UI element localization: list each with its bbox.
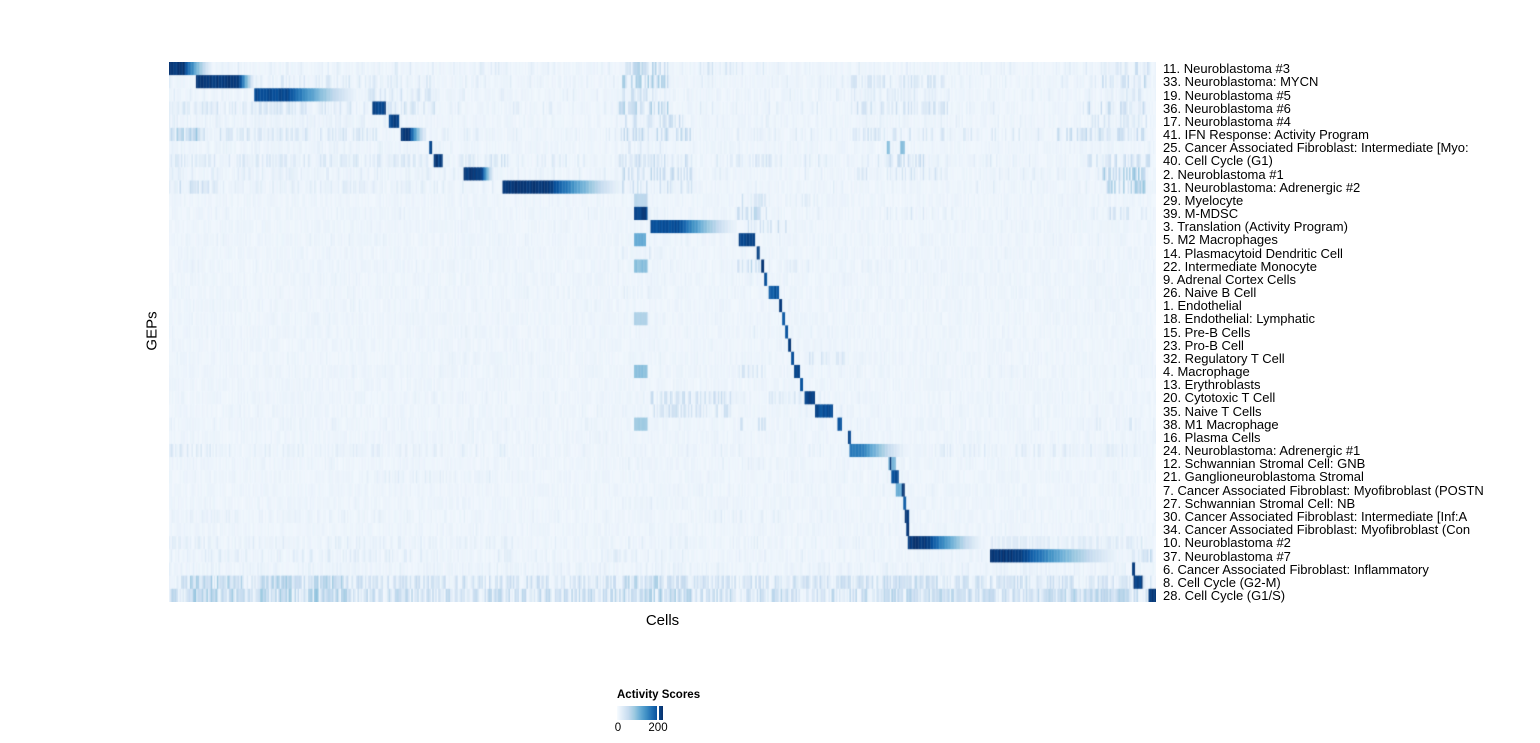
gep-row-label: 33. Neuroblastoma: MYCN [1163,74,1319,90]
gep-row-label: 24. Neuroblastoma: Adrenergic #1 [1163,443,1361,459]
heatmap-canvas [169,62,1156,602]
gep-row-label: 20. Cytotoxic T Cell [1163,390,1276,406]
gep-row-label: 34. Cancer Associated Fibroblast: Myofib… [1163,522,1471,538]
gep-row-label: 19. Neuroblastoma #5 [1163,87,1291,103]
gep-row-label: 25. Cancer Associated Fibroblast: Interm… [1163,140,1469,156]
gep-row-label: 39. M-MDSC [1163,206,1239,222]
gep-row-label: 12. Schwannian Stromal Cell: GNB [1163,456,1366,472]
gep-row-label: 40. Cell Cycle (G1) [1163,153,1273,169]
gep-row-label: 36. Neuroblastoma #6 [1163,100,1291,116]
legend-tick-label-200: 200 [648,722,668,734]
gep-row-label: 31. Neuroblastoma: Adrenergic #2 [1163,179,1361,195]
gep-row-label: 16. Plasma Cells [1163,429,1261,445]
y-axis-label: GEPs [143,311,161,351]
gep-row-label: 15. Pre-B Cells [1163,324,1251,340]
gep-row-label: 10. Neuroblastoma #2 [1163,535,1291,551]
gep-row-label: 2. Neuroblastoma #1 [1163,166,1284,182]
gep-row-label: 41. IFN Response: Activity Program [1163,127,1369,143]
gep-row-label: 26. Naive B Cell [1163,285,1257,301]
legend-tick-label-0: 0 [614,722,622,734]
gep-row-label: 22. Intermediate Monocyte [1163,258,1317,274]
gep-row-label: 32. Regulatory T Cell [1163,350,1285,366]
gep-row-label: 28. Cell Cycle (G1/S) [1163,588,1286,604]
activity-scores-legend: Activity Scores 0 200 [614,689,737,739]
gep-row-label: 21. Ganglioneuroblastoma Stromal [1163,469,1364,485]
gep-row-label: 37. Neuroblastoma #7 [1163,548,1291,564]
gep-row-label: 11. Neuroblastoma #3 [1163,62,1290,77]
legend-colorbar [617,706,663,720]
gep-row-label: 6. Cancer Associated Fibroblast: Inflamm… [1163,561,1429,577]
x-axis-label: Cells [645,612,680,629]
gep-row-label: 38. M1 Macrophage [1163,416,1279,432]
legend-title: Activity Scores [617,689,701,701]
gep-row-label: 18. Endothelial: Lymphatic [1163,311,1316,327]
gep-row-label: 5. M2 Macrophages [1163,232,1278,248]
gep-row-label: 30. Cancer Associated Fibroblast: Interm… [1163,509,1468,524]
gep-row-label: 14. Plasmacytoid Dendritic Cell [1163,245,1343,261]
gep-row-labels: 11. Neuroblastoma #3 33. Neuroblastoma: M… [1162,62,1540,604]
gep-row-label: 35. Naive T Cells [1163,403,1262,419]
gep-row-label: 3. Translation (Activity Program) [1163,219,1348,235]
gep-row-label: 4. Macrophage [1163,364,1250,380]
gep-row-label: 17. Neuroblastoma #4 [1163,113,1291,129]
gep-row-label: 13. Erythroblasts [1163,377,1261,393]
gep-row-label: 8. Cell Cycle (G2-M) [1163,574,1281,590]
gep-row-label: 27. Schwannian Stromal Cell: NB [1163,495,1356,511]
legend-tick-labels: 0 200 [614,722,687,736]
gep-row-label: 7. Cancer Associated Fibroblast: Myofibr… [1163,482,1484,498]
gep-row-label: 1. Endothelial [1163,298,1242,314]
gep-row-label: 9. Adrenal Cortex Cells [1163,271,1296,287]
gep-row-label: 23. Pro-B Cell [1163,337,1244,353]
gep-row-label: 29. Myelocyte [1163,192,1244,208]
legend-tick-mark-200 [656,706,659,720]
